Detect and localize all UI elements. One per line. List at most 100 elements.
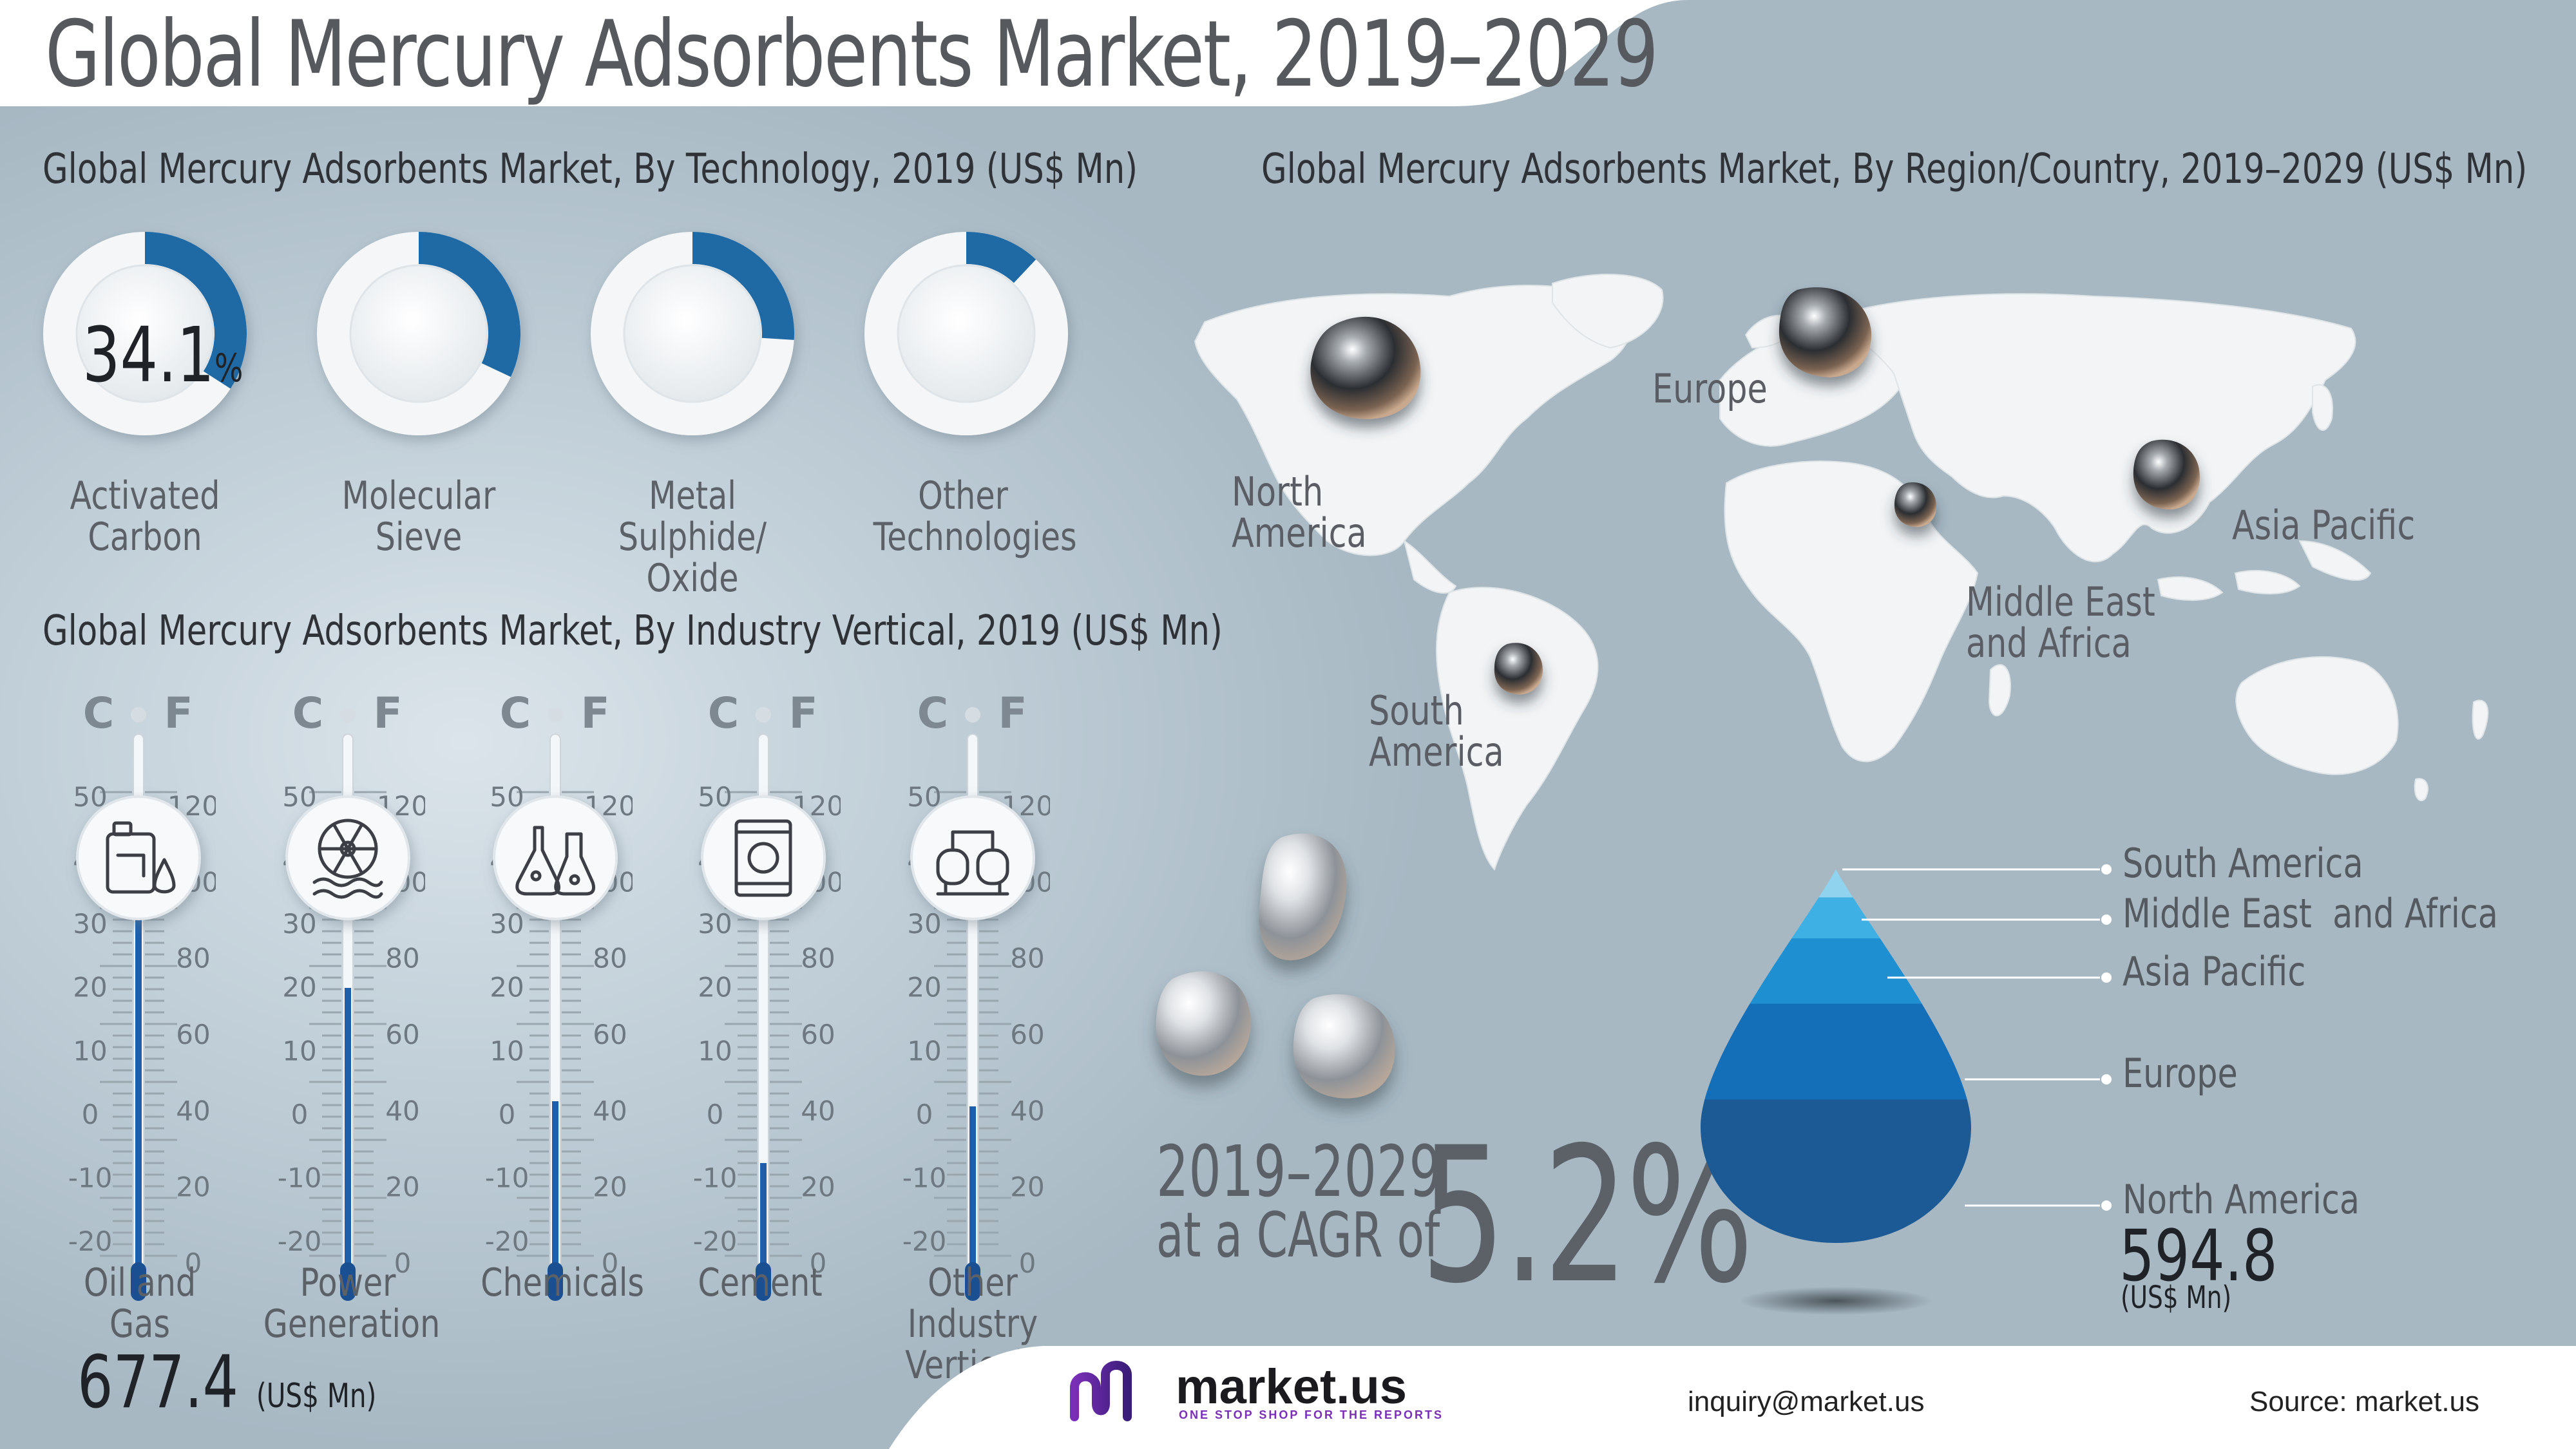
drop-band-asia-pacific (1701, 938, 1971, 1005)
tech-label-molecular-sieve: Molecular Sieve (341, 473, 496, 560)
north-america-value-unit: (US$ Mn) (2121, 1280, 2232, 1316)
donut-metal-sulphide-oxide (591, 232, 794, 435)
thermometer-bulb (548, 1262, 563, 1301)
svg-text:80: 80 (176, 943, 210, 974)
svg-text:60: 60 (176, 1019, 210, 1050)
donut-segment (419, 232, 520, 377)
footer-band (889, 1346, 2576, 1449)
svg-text:20: 20 (801, 1171, 835, 1203)
north-america-droplet (1310, 316, 1421, 419)
svg-text:30: 30 (282, 908, 316, 940)
svg-text:60: 60 (593, 1019, 627, 1050)
donut-activated-carbon (43, 232, 247, 435)
industry-label-cement: Cement (698, 1260, 823, 1305)
svg-text:-10: -10 (485, 1162, 530, 1193)
fahrenheit-label: F (164, 689, 193, 738)
donut-other-technologies (864, 232, 1068, 435)
drop-band-middle-east-and-africa (1701, 897, 1971, 940)
svg-text:10: 10 (73, 1035, 107, 1066)
turbine-icon (312, 819, 383, 899)
activated-carbon-share-value: 34.1 (82, 310, 215, 399)
thermometer-bulb (756, 1262, 771, 1301)
svg-text:0: 0 (810, 1247, 827, 1279)
svg-text:80: 80 (593, 943, 627, 974)
svg-text:-20: -20 (68, 1226, 113, 1257)
thermometer-cement: CF50403020100-10-20120100806040200 (693, 689, 841, 1301)
map-label-south-america: South America (1369, 687, 1504, 775)
svg-text:0: 0 (291, 1099, 309, 1130)
fahrenheit-label: F (580, 689, 609, 738)
thermometer-chemicals: CF50403020100-10-20120100806040200 (485, 689, 633, 1301)
svg-text:20: 20 (385, 1171, 419, 1203)
mea-droplet (1894, 482, 1937, 527)
map-label-north-america: North America (1232, 468, 1367, 556)
donut-segment (145, 232, 247, 389)
svg-text:20: 20 (1010, 1171, 1044, 1203)
factory-tanks-icon (936, 830, 1009, 896)
svg-text:0: 0 (916, 1099, 933, 1130)
svg-text:-20: -20 (485, 1226, 530, 1257)
drop-label-asia-pacific: Asia Pacific (2123, 948, 2306, 995)
thermometer-power-generation: CF50403020100-10-20120100806040200 (278, 689, 425, 1301)
celsius-label: C (708, 689, 739, 738)
svg-text:20: 20 (490, 972, 524, 1003)
svg-text:-10: -10 (68, 1162, 113, 1193)
oil-canister-icon (106, 821, 176, 894)
thermometer-bulb (965, 1262, 980, 1301)
industry-label-power-generation: Power Generation (263, 1260, 441, 1347)
svg-text:80: 80 (801, 943, 835, 974)
svg-text:10: 10 (282, 1035, 316, 1066)
brand-logo-icon (1070, 1361, 1146, 1421)
svg-text:10: 10 (698, 1035, 732, 1066)
svg-text:0: 0 (82, 1099, 99, 1130)
thermometer-bulb (340, 1262, 356, 1301)
map-label-europe: Europe (1652, 365, 1768, 412)
drop-label-mea: Middle East and Africa (2123, 890, 2498, 937)
svg-text:40: 40 (1010, 1095, 1044, 1126)
map-label-mea: Middle East and Africa (1966, 578, 2155, 667)
map-label-asia-pacific: Asia Pacific (2232, 502, 2416, 549)
drop-band-south-america (1701, 869, 1971, 898)
svg-text:-20: -20 (693, 1226, 738, 1257)
drop-label-europe: Europe (2123, 1050, 2238, 1097)
svg-text:40: 40 (801, 1095, 835, 1126)
svg-text:0: 0 (499, 1099, 516, 1130)
contact-email[interactable]: inquiry@market.us (1688, 1386, 1925, 1417)
technology-donuts (43, 232, 1068, 435)
brand-name: market.us (1176, 1359, 1407, 1414)
svg-text:40: 40 (385, 1095, 419, 1126)
cagr-period: 2019–2029 (1156, 1130, 1442, 1213)
asia-pacific-droplet (2133, 439, 2200, 509)
chemistry-flask-icon (515, 826, 596, 896)
svg-text:20: 20 (176, 1171, 210, 1203)
svg-text:80: 80 (385, 943, 419, 974)
svg-text:60: 60 (385, 1019, 419, 1050)
svg-text:0: 0 (185, 1247, 202, 1279)
drop-label-south-america: South America (2123, 840, 2363, 887)
celsius-label: C (83, 689, 114, 738)
thermometer-oil-and-gas: CF50403020100-10-20120100806040200 (68, 689, 216, 1301)
thermometer-level (969, 1106, 976, 1269)
brand-tagline: ONE STOP SHOP FOR THE REPORTS (1179, 1408, 1444, 1421)
drop-label-north-america: North America (2123, 1176, 2360, 1223)
north-america-value: 594.8 (2119, 1215, 2278, 1297)
drop-band-north-america (1701, 1099, 1971, 1243)
thermometer-bulb (131, 1262, 146, 1301)
activated-carbon-share-unit: % (214, 346, 243, 391)
svg-text:20: 20 (593, 1171, 627, 1203)
south-america-droplet (1494, 643, 1543, 695)
svg-text:-10: -10 (902, 1162, 947, 1193)
svg-text:40: 40 (593, 1095, 627, 1126)
technology-section-title: Global Mercury Adsorbents Market, By Tec… (43, 146, 1138, 193)
fahrenheit-label: F (998, 689, 1027, 738)
oil-gas-value: 677.4 (US$ Mn) (77, 1341, 376, 1425)
cagr-prefix: at a CAGR of (1156, 1199, 1440, 1271)
tech-label-other-technologies: Other Technologies (873, 473, 1077, 560)
svg-text:0: 0 (1019, 1247, 1036, 1279)
thermometer-level (345, 988, 351, 1269)
celsius-label: C (917, 689, 948, 738)
activated-carbon-share: 34.1% (82, 310, 243, 399)
fahrenheit-label: F (788, 689, 817, 738)
silver-droplets (1156, 833, 1395, 1099)
svg-text:80: 80 (1010, 943, 1044, 974)
